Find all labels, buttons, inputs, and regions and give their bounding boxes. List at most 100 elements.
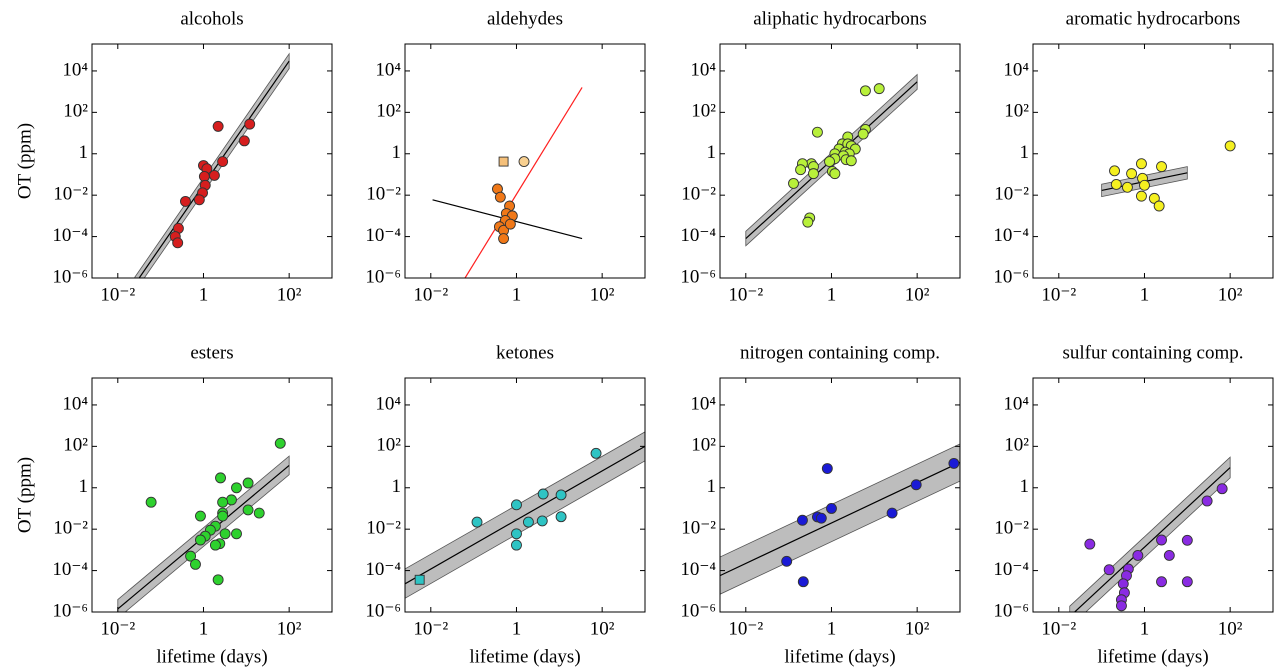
data-point bbox=[845, 155, 857, 167]
plot-area bbox=[745, 73, 918, 247]
y-tick-label: 10⁻⁶ bbox=[680, 266, 716, 287]
data-point bbox=[1181, 576, 1193, 588]
x-axis-label: lifetime (days) bbox=[156, 646, 267, 667]
panel: aliphatic hydrocarbons 10⁻² 1 10² 10⁻⁶ 10⁻⁴ 10… bbox=[680, 8, 961, 305]
data-point bbox=[511, 539, 522, 551]
data-point bbox=[1216, 483, 1228, 495]
plot-area bbox=[1069, 456, 1231, 612]
data-point bbox=[195, 510, 206, 522]
y-tick-label: 10⁻⁶ bbox=[993, 600, 1029, 621]
axes-box bbox=[404, 377, 646, 613]
x-tick-label: 10⁻² bbox=[1041, 618, 1076, 639]
x-tick-label: 1 bbox=[199, 618, 209, 639]
data-point bbox=[212, 120, 224, 132]
data-point bbox=[494, 191, 506, 203]
y-tick-label: 10⁴ bbox=[62, 59, 88, 80]
plot-area bbox=[134, 52, 290, 278]
data-point bbox=[219, 528, 231, 540]
y-tick-label: 10⁴ bbox=[1003, 393, 1029, 414]
data-point bbox=[797, 576, 809, 588]
data-point bbox=[826, 503, 837, 514]
y-tick-label: 10⁻² bbox=[366, 518, 401, 539]
x-tick-label: 10² bbox=[590, 284, 615, 305]
data-point bbox=[471, 516, 483, 528]
panel-title: esters bbox=[190, 342, 233, 363]
y-tick-label: 10⁴ bbox=[375, 393, 401, 414]
y-tick-label: 1 bbox=[392, 476, 402, 497]
data-point bbox=[590, 447, 602, 459]
data-point bbox=[824, 156, 835, 168]
data-point bbox=[1156, 161, 1167, 173]
data-point bbox=[185, 550, 197, 562]
data-point bbox=[1139, 179, 1150, 191]
x-tick-label: 10² bbox=[277, 284, 302, 305]
data-point bbox=[1181, 534, 1193, 546]
data-point bbox=[190, 558, 201, 570]
y-tick-label: 10⁻⁶ bbox=[365, 600, 401, 621]
x-tick-label: 10² bbox=[905, 618, 930, 639]
x-tick-label: 10² bbox=[590, 618, 615, 639]
data-point bbox=[796, 514, 808, 526]
y-tick-label: 10⁻⁶ bbox=[365, 266, 401, 287]
y-tick-label: 10⁻⁴ bbox=[52, 225, 88, 246]
data-point bbox=[145, 496, 157, 508]
panel-title: alcohols bbox=[180, 8, 243, 29]
data-point bbox=[238, 135, 250, 147]
data-point bbox=[857, 128, 869, 140]
x-tick-label: 10⁻² bbox=[728, 284, 763, 305]
data-point bbox=[1163, 549, 1175, 561]
confidence-band bbox=[134, 52, 290, 278]
axes-box bbox=[1032, 43, 1274, 279]
plot-area bbox=[117, 437, 290, 612]
panel: aldehydes 10⁻² 1 10² 10⁻⁶ 10⁻⁴ 10⁻² 1 10² 10⁴ bbox=[365, 8, 646, 305]
y-tick-label: 10⁻⁴ bbox=[365, 225, 401, 246]
data-point bbox=[821, 463, 833, 474]
data-point bbox=[244, 118, 256, 130]
y-tick-label: 10⁻⁶ bbox=[52, 266, 88, 287]
fit-line bbox=[720, 461, 960, 577]
data-point bbox=[873, 83, 885, 95]
y-tick-label: 1 bbox=[392, 142, 402, 163]
y-tick-label: 10² bbox=[376, 101, 401, 122]
data-point bbox=[180, 195, 191, 207]
data-point bbox=[1115, 600, 1127, 612]
y-tick-label: 10² bbox=[691, 101, 716, 122]
data-point bbox=[1117, 578, 1129, 590]
panel: sulfur containing comp. lifetime (days) 10… bbox=[993, 342, 1274, 667]
data-point bbox=[253, 507, 265, 519]
x-tick-label: 1 bbox=[827, 284, 837, 305]
data-point bbox=[1121, 181, 1133, 193]
data-point bbox=[815, 512, 827, 524]
data-point bbox=[242, 477, 254, 489]
data-point bbox=[1110, 178, 1122, 190]
x-tick-label: 1 bbox=[512, 618, 522, 639]
panel-title: aldehydes bbox=[487, 8, 563, 29]
y-tick-label: 1 bbox=[1020, 476, 1030, 497]
axes-box bbox=[91, 377, 333, 613]
axes-box bbox=[1032, 377, 1274, 613]
data-point bbox=[1148, 192, 1160, 204]
x-tick-label: 10² bbox=[1218, 284, 1243, 305]
y-axis-label: OT (ppm) bbox=[14, 457, 35, 533]
data-point bbox=[829, 168, 841, 180]
x-tick-label: 10⁻² bbox=[100, 284, 135, 305]
data-point bbox=[808, 168, 819, 180]
data-point bbox=[1084, 538, 1096, 550]
y-tick-label: 10⁻² bbox=[366, 184, 401, 205]
data-point bbox=[231, 482, 242, 494]
x-tick-label: 1 bbox=[1140, 618, 1150, 639]
y-tick-label: 10⁴ bbox=[375, 59, 401, 80]
y-tick-label: 10⁴ bbox=[690, 393, 716, 414]
data-point bbox=[802, 216, 814, 228]
data-point bbox=[195, 534, 206, 546]
data-point bbox=[788, 177, 799, 189]
y-tick-label: 10⁻² bbox=[53, 184, 88, 205]
y-tick-label: 10⁻⁴ bbox=[52, 559, 88, 580]
data-point bbox=[910, 479, 922, 491]
y-tick-label: 10⁻⁴ bbox=[993, 559, 1029, 580]
data-point bbox=[1132, 549, 1144, 561]
y-tick-label: 1 bbox=[79, 476, 89, 497]
axes-box bbox=[404, 43, 646, 279]
y-tick-label: 10⁴ bbox=[62, 393, 88, 414]
